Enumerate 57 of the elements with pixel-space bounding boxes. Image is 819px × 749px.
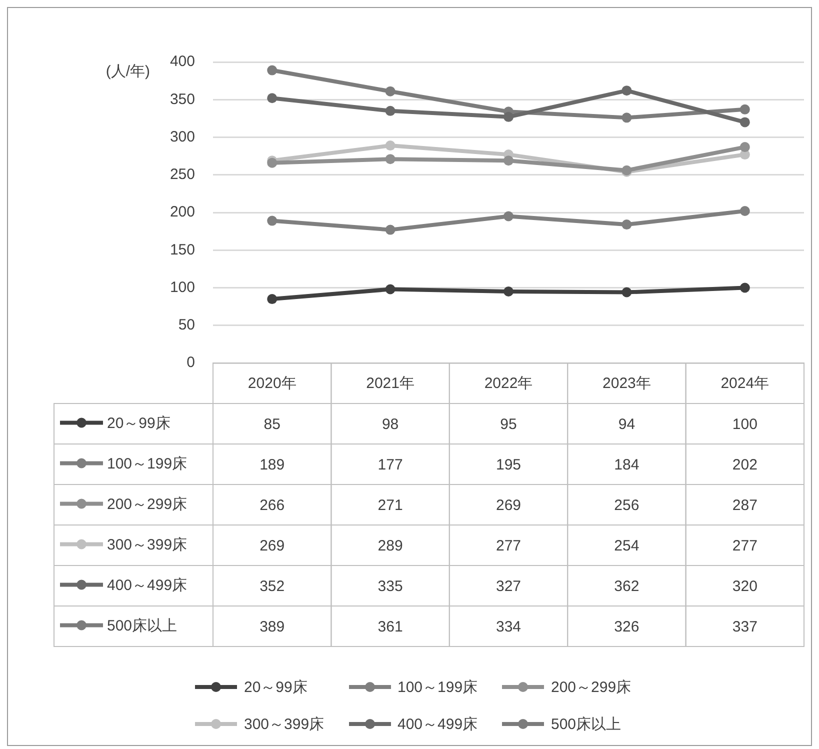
x-tick-label: 2022年 — [484, 375, 533, 392]
data-label: 362 — [614, 578, 640, 595]
data-label: 287 — [732, 496, 758, 514]
x-tick-label: 2020年 — [248, 375, 296, 392]
data-label: 195 — [496, 456, 522, 474]
y-tick-label: 350 — [170, 90, 195, 108]
data-label: 361 — [378, 618, 403, 636]
y-tick-label: 50 — [178, 316, 195, 334]
data-label: 269 — [260, 537, 285, 554]
data-label: 95 — [500, 416, 517, 433]
text: 20～99床 — [244, 678, 308, 696]
y-tick-label: 150 — [170, 241, 195, 258]
legend-label: 500床以上 — [107, 617, 178, 634]
data-label: 266 — [260, 496, 285, 514]
data-label: 277 — [496, 537, 522, 554]
text: 400～499床 — [398, 716, 478, 732]
data-label: 269 — [496, 496, 522, 514]
data-label: 352 — [260, 578, 285, 595]
data-label: 327 — [496, 578, 522, 595]
data-label: 85 — [264, 416, 280, 433]
data-label: 277 — [732, 537, 758, 554]
y-axis-title: (人/年) — [106, 63, 150, 80]
text: 500床以上 — [551, 716, 622, 732]
data-label: 320 — [732, 578, 758, 595]
text: 300～399床 — [244, 716, 324, 732]
data-label: 100 — [732, 416, 758, 433]
data-label: 202 — [732, 456, 758, 474]
data-label: 98 — [382, 416, 399, 433]
data-label: 337 — [732, 618, 758, 636]
x-tick-label: 2023年 — [602, 375, 651, 392]
data-label: 289 — [378, 537, 403, 554]
y-tick-label: 300 — [170, 128, 195, 146]
legend-label: 300～399床 — [107, 536, 188, 554]
y-tick-label: 250 — [170, 166, 195, 184]
x-tick-label: 2021年 — [366, 375, 414, 392]
data-label: 189 — [260, 456, 285, 474]
y-tick-label: 100 — [170, 278, 195, 296]
legend-label: 20～99床 — [107, 414, 170, 432]
x-tick-label: 2024年 — [720, 375, 770, 392]
data-label: 326 — [614, 618, 640, 636]
y-tick-label: 200 — [170, 204, 195, 221]
data-label: 334 — [496, 618, 522, 636]
y-tick-label: 0 — [186, 354, 195, 372]
text: 200～299床 — [551, 678, 632, 696]
data-label: 177 — [378, 456, 403, 474]
legend-label: 400～499床 — [107, 576, 188, 594]
data-label: 254 — [614, 537, 640, 554]
data-label: 184 — [614, 456, 640, 474]
data-label: 256 — [614, 496, 640, 514]
text: 100～199床 — [398, 678, 478, 696]
data-label: 271 — [378, 496, 403, 514]
y-tick-label: 400 — [170, 53, 195, 70]
data-label: 389 — [260, 618, 285, 636]
data-label: 335 — [378, 578, 403, 595]
data-label: 94 — [618, 416, 636, 433]
legend-label: 100～199床 — [107, 455, 188, 472]
legend-label: 200～299床 — [107, 496, 188, 513]
